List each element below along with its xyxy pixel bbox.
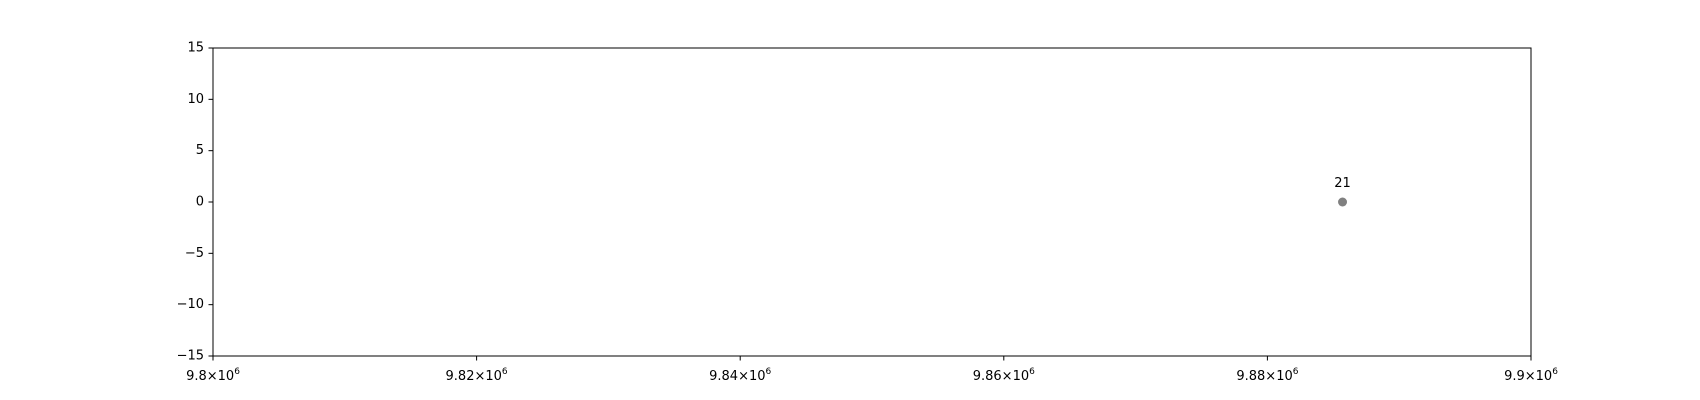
x-axis-ticks: 9.8×106 9.82×106 9.84×106 9.86×106 9.88×106 9… [186, 356, 1558, 384]
y-tick-label: 5 [196, 143, 204, 158]
x-tick-base: 10 [749, 369, 766, 384]
x-tick-label: 9.82×106 [446, 367, 508, 384]
y-tick-label: −5 [185, 246, 204, 261]
x-tick-exponent: 6 [1029, 367, 1035, 377]
x-tick-mantissa: 9.84 [709, 369, 738, 384]
data-point [1338, 197, 1348, 207]
y-tick-label: −15 [177, 349, 204, 364]
x-tick-exponent: 6 [1552, 367, 1558, 377]
x-tick-times: × [1002, 369, 1013, 384]
plot-frame [212, 47, 1532, 357]
x-tick-times: × [738, 369, 749, 384]
x-tick-base: 10 [1276, 369, 1293, 384]
y-axis-ticks: 15 10 5 0 −5 −10 −15 [177, 41, 213, 364]
x-tick-base: 10 [218, 369, 235, 384]
x-tick-mantissa: 9.88 [1236, 369, 1265, 384]
x-tick-exponent: 6 [234, 367, 240, 377]
x-tick-label: 9.86×106 [973, 367, 1035, 384]
x-tick-label: 9.88×106 [1236, 367, 1298, 384]
x-tick-exponent: 6 [502, 367, 508, 377]
data-point-label: 21 [1334, 176, 1351, 191]
data-points: 21 [1334, 176, 1351, 207]
y-tick-label: −10 [177, 297, 204, 312]
y-tick-label: 10 [187, 92, 204, 107]
x-tick-times: × [207, 369, 218, 384]
x-tick-mantissa: 9.9 [1504, 369, 1525, 384]
x-tick-label: 9.8×106 [186, 367, 240, 384]
x-tick-times: × [474, 369, 485, 384]
x-tick-mantissa: 9.86 [973, 369, 1002, 384]
y-tick-label: 0 [196, 195, 204, 210]
x-tick-label: 9.9×106 [1504, 367, 1558, 384]
x-tick-base: 10 [1013, 369, 1030, 384]
x-tick-base: 10 [485, 369, 502, 384]
x-tick-label: 9.84×106 [709, 367, 771, 384]
x-tick-base: 10 [1536, 369, 1553, 384]
x-tick-mantissa: 9.82 [446, 369, 475, 384]
x-tick-times: × [1265, 369, 1276, 384]
y-tick-label: 15 [187, 41, 204, 56]
x-tick-exponent: 6 [766, 367, 772, 377]
x-tick-times: × [1525, 369, 1536, 384]
x-tick-exponent: 6 [1293, 367, 1299, 377]
x-tick-mantissa: 9.8 [186, 369, 207, 384]
